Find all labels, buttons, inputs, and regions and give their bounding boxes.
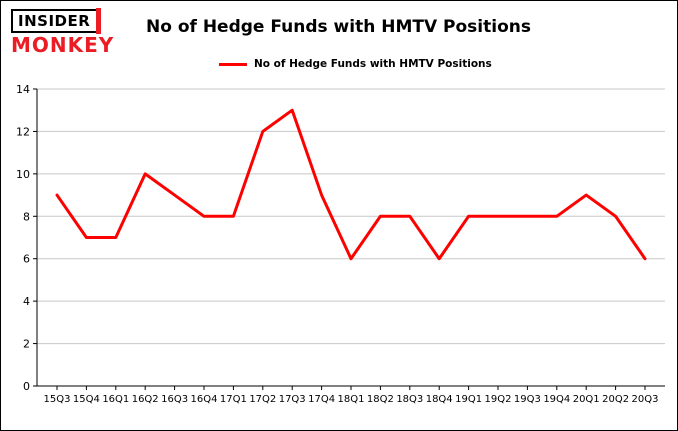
y-tick-label: 4 <box>23 295 30 308</box>
chart-legend: No of Hedge Funds with HMTV Positions <box>219 58 492 70</box>
x-tick-label: 16Q3 <box>161 394 188 405</box>
logo-insider-text: INSIDER <box>18 12 91 30</box>
y-tick-label: 14 <box>16 83 30 96</box>
x-tick-label: 19Q4 <box>543 394 570 405</box>
x-tick-label: 19Q3 <box>514 394 541 405</box>
legend-series-label: No of Hedge Funds with HMTV Positions <box>254 58 492 70</box>
x-tick-label: 17Q4 <box>308 394 335 405</box>
y-tick-label: 8 <box>23 210 30 223</box>
x-tick-label: 19Q2 <box>485 394 512 405</box>
x-tick-label: 17Q2 <box>249 394 276 405</box>
x-tick-label: 17Q3 <box>279 394 306 405</box>
x-tick-label: 16Q2 <box>132 394 159 405</box>
x-tick-label: 18Q3 <box>396 394 423 405</box>
x-tick-label: 16Q4 <box>191 394 218 405</box>
legend-line-swatch <box>219 62 247 66</box>
x-tick-label: 15Q4 <box>73 394 100 405</box>
x-tick-label: 17Q1 <box>220 394 247 405</box>
insider-monkey-logo: INSIDER MONKEY <box>11 8 115 57</box>
x-tick-label: 18Q4 <box>426 394 453 405</box>
x-tick-label: 16Q1 <box>102 394 129 405</box>
logo-insider-box: INSIDER <box>11 8 102 34</box>
x-tick-label: 15Q3 <box>44 394 71 405</box>
x-tick-label: 18Q2 <box>367 394 394 405</box>
x-tick-label: 20Q2 <box>602 394 629 405</box>
x-tick-label: 19Q1 <box>455 394 482 405</box>
y-tick-label: 12 <box>16 125 30 138</box>
x-tick-label: 20Q3 <box>632 394 659 405</box>
y-tick-label: 6 <box>23 253 30 266</box>
logo-red-bar <box>96 8 102 34</box>
x-tick-label: 20Q1 <box>573 394 600 405</box>
series-line <box>55 108 647 261</box>
logo-monkey-text: MONKEY <box>11 33 115 57</box>
y-tick-label: 10 <box>16 168 30 181</box>
y-tick-label: 0 <box>23 380 30 393</box>
y-tick-label: 2 <box>23 338 30 351</box>
x-tick-label: 18Q1 <box>338 394 365 405</box>
chart-title: No of Hedge Funds with HMTV Positions <box>146 17 531 37</box>
